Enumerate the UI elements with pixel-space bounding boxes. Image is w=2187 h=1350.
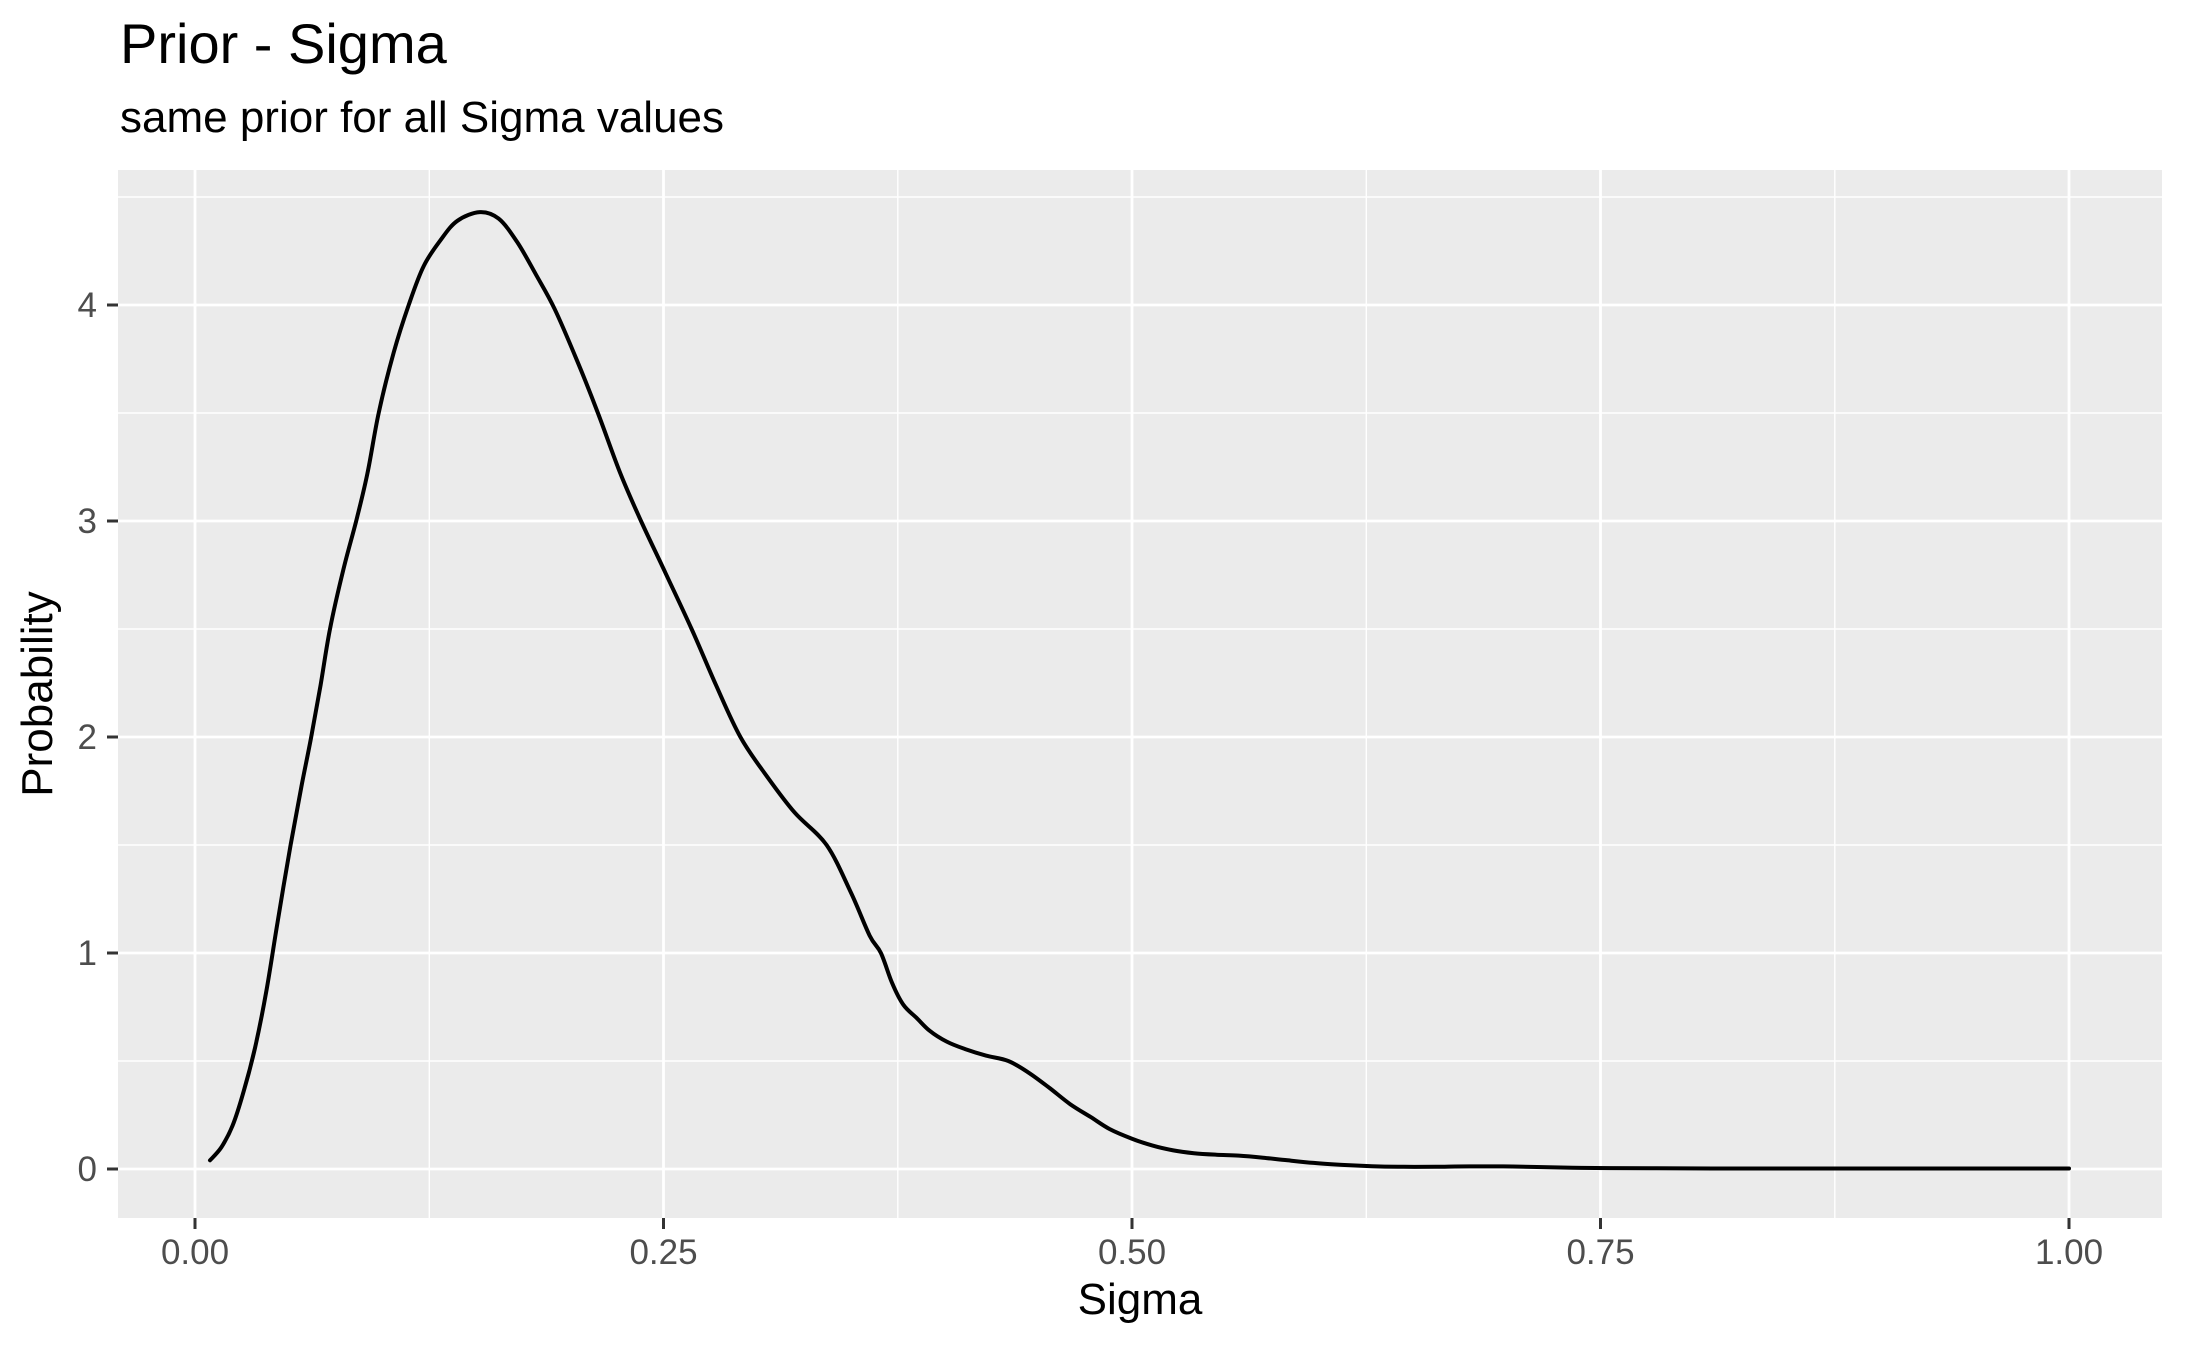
x-axis-tick-labels: 0.00 0.25 0.50 0.75 1.00 — [161, 1233, 2103, 1272]
y-tick-label: 2 — [78, 718, 97, 757]
x-tick-label: 0.25 — [629, 1233, 697, 1272]
y-axis-ticks — [107, 303, 118, 1171]
major-gridlines — [118, 170, 2162, 1218]
x-tick-label: 0.50 — [1098, 1233, 1166, 1272]
y-tick-label: 0 — [78, 1150, 97, 1189]
y-tick-label: 1 — [78, 934, 97, 973]
density-curve — [208, 210, 2071, 1171]
y-tick-label: 4 — [78, 286, 97, 325]
x-tick-label: 0.75 — [1566, 1233, 1634, 1272]
plot-panel — [118, 170, 2162, 1218]
x-tick-label: 0.00 — [161, 1233, 229, 1272]
x-tick-label: 1.00 — [2035, 1233, 2103, 1272]
y-axis-tick-labels: 0 1 2 3 4 — [78, 286, 97, 1189]
minor-gridlines — [118, 170, 2162, 1218]
x-axis-title: Sigma — [1078, 1275, 1203, 1324]
x-axis-ticks — [193, 1218, 2071, 1229]
plot-subtitle: same prior for all Sigma values — [120, 93, 724, 142]
plot-title: Prior - Sigma — [120, 12, 448, 75]
y-axis-title: Probability — [13, 591, 62, 796]
y-tick-label: 3 — [78, 502, 97, 541]
